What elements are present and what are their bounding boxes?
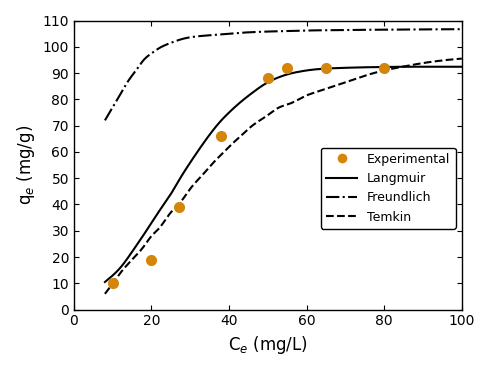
Langmuir <box>408 65 414 69</box>
Y-axis label: q$_e$ (mg/g): q$_e$ (mg/g) <box>15 125 37 205</box>
Langmuir <box>394 65 400 69</box>
Freundlich <box>394 27 400 32</box>
Freundlich <box>450 27 456 32</box>
Freundlich <box>102 118 108 122</box>
Experimental <box>380 65 388 71</box>
Freundlich <box>271 29 277 34</box>
Temkin <box>459 56 465 61</box>
Langmuir <box>451 65 457 69</box>
Langmuir <box>102 280 108 284</box>
Experimental <box>147 257 155 263</box>
Line: Langmuir: Langmuir <box>105 67 462 282</box>
Temkin <box>450 57 456 62</box>
Langmuir <box>273 76 279 81</box>
Experimental <box>264 75 272 81</box>
Experimental <box>322 65 330 71</box>
Experimental <box>109 280 117 286</box>
Temkin <box>315 89 320 94</box>
Experimental <box>218 133 225 139</box>
Langmuir <box>459 65 465 69</box>
Temkin <box>271 108 277 112</box>
Temkin <box>394 65 400 70</box>
Freundlich <box>273 29 279 33</box>
Langmuir <box>295 70 301 74</box>
Temkin <box>102 292 108 296</box>
Temkin <box>295 98 301 102</box>
Legend: Experimental, Langmuir, Freundlich, Temkin: Experimental, Langmuir, Freundlich, Temk… <box>321 148 456 229</box>
Line: Temkin: Temkin <box>105 59 462 294</box>
Experimental <box>283 65 291 71</box>
Langmuir <box>271 77 277 81</box>
Line: Freundlich: Freundlich <box>105 29 462 120</box>
Langmuir <box>315 67 320 72</box>
Freundlich <box>459 27 465 32</box>
Freundlich <box>315 28 320 33</box>
Experimental <box>175 204 183 210</box>
Temkin <box>273 106 279 111</box>
Freundlich <box>295 29 301 33</box>
X-axis label: C$_e$ (mg/L): C$_e$ (mg/L) <box>228 334 308 356</box>
